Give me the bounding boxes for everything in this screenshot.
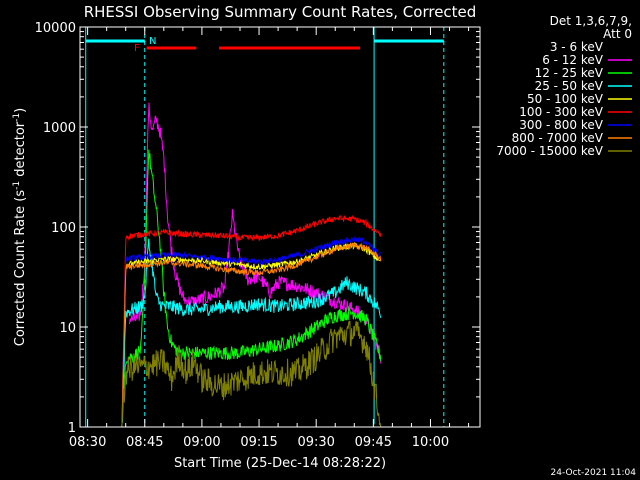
x-tick-label: 09:00 xyxy=(183,435,220,450)
x-tick-label: 08:30 xyxy=(69,435,106,450)
series-line-2 xyxy=(121,149,382,424)
marker-f: F xyxy=(134,43,140,54)
observing-bands xyxy=(85,27,445,427)
chart-title: RHESSI Observing Summary Count Rates, Co… xyxy=(84,3,477,21)
x-tick-label: 09:30 xyxy=(297,435,334,450)
series-line-8 xyxy=(121,320,382,428)
y-tick-label: 10000 xyxy=(35,21,76,36)
legend-label: 12 - 25 keV xyxy=(535,66,604,80)
x-tick-label: 10:00 xyxy=(412,435,449,450)
x-tick-label: 08:45 xyxy=(126,435,163,450)
legend-label: 6 - 12 keV xyxy=(542,53,604,67)
series-line-7 xyxy=(121,241,382,428)
legend-label: 7000 - 15000 keV xyxy=(496,144,603,158)
series-line-3 xyxy=(121,238,382,428)
series-line-1 xyxy=(129,102,382,364)
legend-label: 50 - 100 keV xyxy=(527,92,604,106)
y-axis-label: Corrected Count Rate (s-1 detector-1) xyxy=(12,108,28,346)
marker-n: N xyxy=(149,36,156,47)
x-axis: 08:30 08:45 09:00 09:15 09:30 09:45 10:00 xyxy=(69,27,470,450)
y-tick-label: 1000 xyxy=(43,121,76,136)
legend-label: 100 - 300 keV xyxy=(519,105,603,119)
timestamp: 24-Oct-2021 11:04 xyxy=(551,468,637,478)
legend-label: 25 - 50 keV xyxy=(535,79,604,93)
legend-header-line1: Det 1,3,6,7,9, xyxy=(550,14,632,28)
series-line-6 xyxy=(121,236,381,428)
x-tick-label: 09:45 xyxy=(355,435,392,450)
legend-label: 3 - 6 keV xyxy=(550,40,604,54)
y-axis: 1 10 100 1000 10000 xyxy=(35,21,480,436)
y-tick-label: 1 xyxy=(68,421,76,436)
legend-label: 800 - 7000 keV xyxy=(512,131,604,145)
series-line-5 xyxy=(121,214,382,428)
x-tick-label: 09:15 xyxy=(240,435,277,450)
legend-header-line2: Att 0 xyxy=(603,27,632,41)
series-lines xyxy=(121,102,382,428)
y-tick-label: 100 xyxy=(51,221,76,236)
x-axis-label: Start Time (25-Dec-14 08:28:22) xyxy=(174,456,386,471)
legend-label: 300 - 800 keV xyxy=(519,118,603,132)
y-tick-label: 10 xyxy=(59,321,76,336)
